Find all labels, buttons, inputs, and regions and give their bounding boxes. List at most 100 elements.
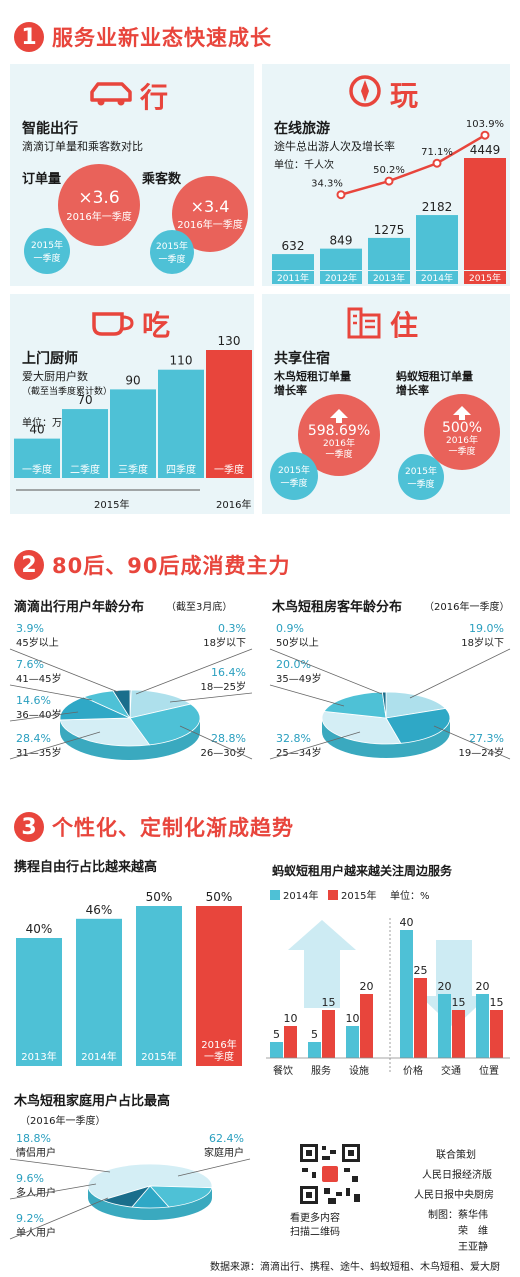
group-label: 2016年 xyxy=(216,500,252,511)
data-label: 5 xyxy=(273,1028,280,1041)
growth-point xyxy=(432,158,442,168)
leader-line xyxy=(269,731,361,760)
pie-slice xyxy=(87,1163,213,1201)
category-label: 玩 xyxy=(390,79,419,112)
data-label: 15 xyxy=(452,996,466,1009)
bar xyxy=(414,978,427,1058)
slice-value: 18.8% xyxy=(16,1132,51,1145)
bar xyxy=(438,994,451,1058)
section-number: 1 xyxy=(14,22,44,52)
growth-point xyxy=(336,190,346,200)
slice-value: 7.6% xyxy=(16,658,44,671)
panel-xing: 行 智能出行 滴滴订单量和乘客数对比 订单量 ×3.6 2016年一季度 201… xyxy=(10,64,254,286)
growth-value: ×3.6 xyxy=(78,187,120,208)
credit-line: 王亚静 xyxy=(458,1242,488,1253)
unit-label: 单位：万人 xyxy=(22,418,72,429)
growth-point xyxy=(384,176,394,186)
leader-line xyxy=(9,684,93,701)
family-pie: 62.4%家庭用户 18.8%情侣用户 9.6%多人用户 9.2%单人用户 xyxy=(9,1132,251,1240)
section-title: 服务业新业态快速成长 xyxy=(52,26,272,50)
slice-value: 32.8% xyxy=(276,732,311,745)
growth-period: 2016年一季度 xyxy=(66,211,132,223)
data-label: 632 xyxy=(282,239,305,253)
slice-value: 16.4% xyxy=(211,666,246,679)
bar xyxy=(308,1042,321,1058)
category-label: 2013年 xyxy=(373,272,405,284)
section-3-header: 3 个性化、定制化渐成趋势 xyxy=(14,810,294,844)
cup-icon xyxy=(92,312,134,336)
slice-label: 36—40岁 xyxy=(16,708,61,721)
pie-slice xyxy=(112,689,131,720)
chart-title: 滴滴出行用户年龄分布 xyxy=(14,600,145,615)
data-label: 130 xyxy=(218,334,241,348)
slice-value: 0.9% xyxy=(276,622,304,635)
legend-label: 2014年 xyxy=(283,889,318,902)
category-label: 位置 xyxy=(479,1064,499,1077)
growth-circle: ×3.6 2016年一季度 xyxy=(58,164,140,246)
pie-slice xyxy=(59,717,151,747)
bar xyxy=(136,906,182,1066)
panel-title: 智能出行 xyxy=(22,121,78,137)
slice-label: 35—49岁 xyxy=(276,672,321,685)
category-label: 2015年 xyxy=(141,1050,176,1063)
base-circle: 2015年 一季度 xyxy=(24,228,70,274)
bar xyxy=(196,906,242,1066)
slice-value: 9.6% xyxy=(16,1172,44,1185)
bar xyxy=(320,248,362,270)
bar xyxy=(272,254,314,270)
leader-line xyxy=(433,725,511,760)
bar xyxy=(110,389,156,478)
panel-zhu: 住 共享住宿 木鸟短租订单量 增长率 598.69% 2016年 一季度 201… xyxy=(262,294,510,514)
slice-label: 18—25岁 xyxy=(201,680,246,693)
data-label: 2182 xyxy=(422,200,453,214)
category-label: 行 xyxy=(140,81,169,114)
bar xyxy=(14,438,60,478)
item-label: 木鸟短租订单量 增长率 xyxy=(274,370,351,397)
slice-value: 3.9% xyxy=(16,622,44,635)
data-label: 15 xyxy=(322,996,336,1009)
data-source: 数据来源：滴滴出行、携程、途牛、蚂蚁短租、木鸟短租、爱大厨 xyxy=(210,1262,500,1273)
group-label: 2015年 xyxy=(94,500,130,511)
category-label: 一季度 xyxy=(22,463,52,476)
bar xyxy=(158,369,204,478)
bar xyxy=(490,1010,503,1058)
aidachu-chart: 40 一季度 70 二季度 90 三季度 110 四季度 130 一季度 xyxy=(14,334,252,491)
bar xyxy=(270,1042,283,1058)
credit-line: 制图：蔡华伟 xyxy=(428,1210,488,1221)
category-label: 2012年 xyxy=(325,272,357,284)
chart-title: 木鸟短租房客年龄分布 xyxy=(272,600,403,615)
slice-value: 28.8% xyxy=(211,732,246,745)
leader-line xyxy=(9,1183,97,1200)
section-2-header: 2 80后、90后成消费主力 xyxy=(14,548,290,582)
category-bg xyxy=(272,271,314,284)
slice-value: 27.3% xyxy=(469,732,504,745)
slice-label: 19—24岁 xyxy=(459,746,504,759)
muniao-age-pie: 19.0%18岁以下 27.3%19—24岁 32.8%25—34岁 20.0%35—… xyxy=(269,622,511,760)
category-label: 二季度 xyxy=(70,463,100,476)
bar xyxy=(476,994,489,1058)
section-number: 2 xyxy=(14,550,44,580)
slice-label: 18岁以下 xyxy=(461,636,504,649)
building-icon xyxy=(347,307,381,339)
legend-swatch xyxy=(328,890,338,900)
panel-chi: 吃 上门厨师 爱大厨用户数 （截至当季度累计数） 单位：万人 40 一季度 70 二季… xyxy=(10,294,254,514)
arrow-down-icon xyxy=(420,940,488,1028)
data-label: 50% xyxy=(146,890,173,904)
leader-line xyxy=(169,692,253,703)
base-circle: 2015年 一季度 xyxy=(150,230,194,274)
category-label: 吃 xyxy=(142,309,171,342)
category-label: 2013年 xyxy=(21,1050,56,1063)
growth-line xyxy=(340,134,486,196)
data-label: 20 xyxy=(438,980,452,993)
unit-label: 单位：千人次 xyxy=(274,160,334,171)
slice-label: 多人用户 xyxy=(16,1186,56,1199)
leader-line xyxy=(9,648,119,693)
base-circle: 2015年 一季度 xyxy=(270,452,318,500)
data-label: 40% xyxy=(26,922,53,936)
qr-code-icon[interactable] xyxy=(298,1142,362,1206)
section-title: 80后、90后成消费主力 xyxy=(52,554,291,578)
pie-slice xyxy=(149,1185,213,1208)
slice-label: 单人用户 xyxy=(16,1226,56,1239)
slice-label: 18岁以下 xyxy=(203,636,246,649)
bar xyxy=(464,158,506,270)
